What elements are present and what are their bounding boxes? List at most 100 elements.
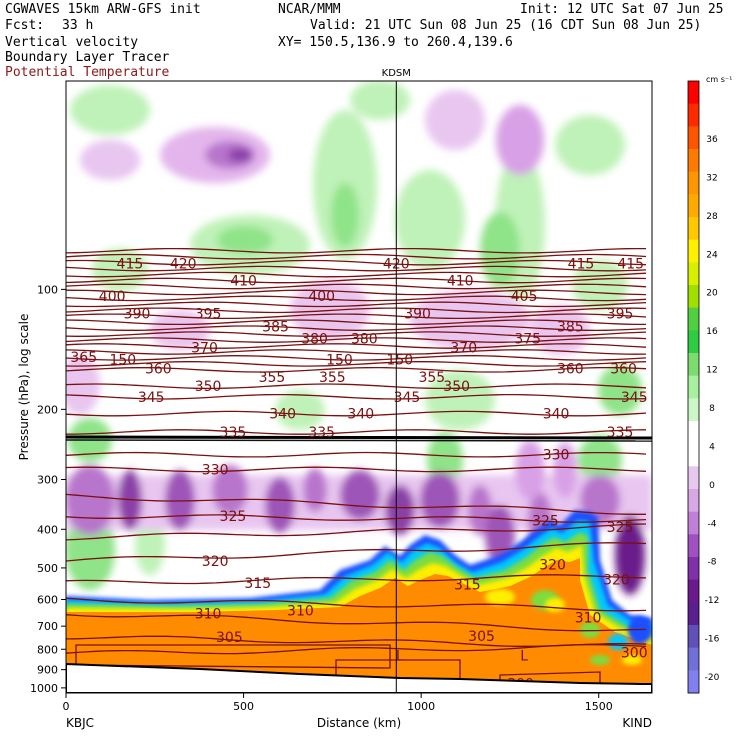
forecast-hour: 33 h xyxy=(62,18,94,33)
x-tick-label: 1500 xyxy=(585,700,613,713)
theta-contour xyxy=(66,319,646,326)
theta-label: 150 xyxy=(109,353,136,369)
theta-label: 390 xyxy=(404,307,431,323)
theta-label-text: 305 xyxy=(216,630,243,646)
colorbar-swatch xyxy=(688,511,699,535)
colorbar-swatch xyxy=(688,670,699,694)
theta-contour xyxy=(66,614,647,632)
theta-contour xyxy=(66,343,647,349)
theta-contour xyxy=(66,289,647,296)
theta-contour xyxy=(66,466,647,473)
colorbar-swatch xyxy=(688,126,699,150)
theta-contour xyxy=(66,271,647,278)
theta-label-text: 150 xyxy=(109,353,136,369)
theta-contour xyxy=(66,410,647,417)
colorbar-unit: cm s⁻¹ xyxy=(706,75,732,84)
theta-label: 150 xyxy=(326,353,353,369)
theta-contour xyxy=(66,301,647,308)
theta-label: 300 xyxy=(621,645,648,661)
tropopause-line-2 xyxy=(66,439,652,442)
theta-label-text: 355 xyxy=(319,370,346,386)
theta-label: 405 xyxy=(511,289,538,305)
theta-label: 315 xyxy=(244,576,271,592)
station-label: KDSM xyxy=(382,68,411,79)
theta-label-text: 345 xyxy=(138,390,165,406)
theta-label: 415 xyxy=(117,256,144,272)
y-axis: 100 200 300 400 500 600 700 800 900 1000 xyxy=(30,283,66,695)
org-label: NCAR/MMM xyxy=(278,2,341,17)
theta-label: 360 xyxy=(610,362,637,378)
theta-label: 370 xyxy=(450,341,477,357)
theta-label-text: 415 xyxy=(117,256,144,272)
theta-label: 325 xyxy=(607,520,634,536)
y-tick-label: 400 xyxy=(37,523,58,536)
field-xy-range: XY= 150.5,136.9 to 260.4,139.6 xyxy=(278,35,513,50)
theta-label: 335 xyxy=(607,425,634,441)
theta-label-text: 350 xyxy=(443,379,470,395)
x-axis-label: Distance (km) xyxy=(317,716,401,730)
theta-contour xyxy=(66,355,647,361)
theta-label-text: 340 xyxy=(543,407,570,423)
colorbar-swatch xyxy=(688,149,699,173)
theta-label: 340 xyxy=(543,407,570,423)
field-boundary-layer-tracer: Boundary Layer Tracer xyxy=(5,50,170,65)
theta-label-text: 345 xyxy=(394,390,421,406)
theta-label-text: 315 xyxy=(454,577,481,593)
theta-label: 415 xyxy=(568,256,595,272)
theta-label-text: 310 xyxy=(287,604,314,620)
colorbar-label: -4 xyxy=(708,519,717,529)
theta-label-text: 380 xyxy=(351,332,378,348)
colorbar-label: -16 xyxy=(705,635,720,645)
theta-label: 400 xyxy=(99,289,126,305)
theta-label-text: 420 xyxy=(170,256,197,272)
theta-label-text: 310 xyxy=(195,606,222,622)
theta-label-text: 310 xyxy=(575,610,602,626)
colorbar-swatch xyxy=(688,602,699,626)
theta-label-text: 390 xyxy=(404,307,431,323)
theta-label: 360 xyxy=(557,362,584,378)
theta-label: 355 xyxy=(418,370,445,386)
colorbar-swatch xyxy=(688,285,699,309)
theta-contour xyxy=(66,283,647,290)
theta-label: 340 xyxy=(347,407,374,423)
theta-label: 350 xyxy=(443,379,470,395)
theta-label-text: 360 xyxy=(557,362,584,378)
theta-label: 420 xyxy=(170,256,197,272)
theta-label-text: 415 xyxy=(617,256,644,272)
theta-label: 315 xyxy=(454,577,481,593)
theta-label: 150 xyxy=(386,353,413,369)
theta-label-text: 360 xyxy=(610,362,637,378)
theta-contour xyxy=(66,383,647,390)
low-marker: L xyxy=(520,649,528,665)
theta-contour xyxy=(66,514,647,523)
theta-contour xyxy=(66,259,647,266)
theta-label: 385 xyxy=(262,320,289,336)
theta-label: 375 xyxy=(514,332,541,348)
colorbar: 36 32 28 24 20 16 12 8 4 0 -4 -8 -12 -16 -20 xyxy=(687,80,720,694)
theta-label-text: 410 xyxy=(447,273,474,289)
colorbar-swatch xyxy=(688,103,699,127)
colorbar-swatch xyxy=(688,194,699,218)
colorbar-swatch xyxy=(688,647,699,671)
colorbar-swatch xyxy=(688,625,699,649)
field-vertical-velocity: Vertical velocity xyxy=(5,35,139,50)
theta-label: 335 xyxy=(308,425,335,441)
valid-time: Valid: 21 UTC Sun 08 Jun 25 (16 CDT Sun … xyxy=(310,18,702,33)
colorbar-swatch xyxy=(688,557,699,581)
theta-label: 305 xyxy=(216,630,243,646)
y-tick-label: 800 xyxy=(37,643,58,656)
theta-label-text: 150 xyxy=(326,353,353,369)
theta-contour xyxy=(66,574,647,585)
theta-label: 365 xyxy=(70,350,97,366)
theta-label: 330 xyxy=(543,448,570,464)
x-endpoint-right: KIND xyxy=(622,716,652,730)
theta-contour xyxy=(66,265,647,272)
y-tick-label: 300 xyxy=(37,474,58,487)
theta-label: 350 xyxy=(195,379,222,395)
theta-label: 385 xyxy=(557,320,584,336)
theta-label-text: 150 xyxy=(386,353,413,369)
colorbar-swatch xyxy=(688,217,699,241)
theta-label: 325 xyxy=(532,513,559,529)
theta-label: 310 xyxy=(195,606,222,622)
theta-contour xyxy=(66,542,647,562)
